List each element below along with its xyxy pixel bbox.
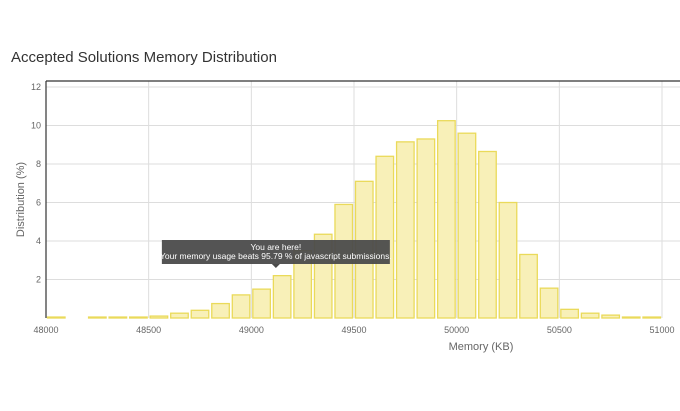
x-tick-label: 49000 (239, 325, 264, 335)
chart-title: Accepted Solutions Memory Distribution (11, 49, 277, 66)
histogram-bar (416, 138, 436, 319)
histogram-bar (519, 253, 538, 319)
histogram-bar (457, 132, 477, 319)
x-tick-label: 50500 (547, 325, 572, 335)
histogram-bar (170, 312, 189, 319)
histogram-bar (272, 274, 292, 319)
y-tick-label: 10 (31, 121, 41, 131)
histogram-bar (498, 201, 518, 319)
histogram-bar (601, 314, 621, 319)
histogram-bar (128, 316, 148, 319)
histogram-bar (478, 150, 497, 319)
y-tick-label: 2 (36, 275, 41, 285)
x-tick-label: 48500 (136, 325, 161, 335)
y-tick-label: 4 (36, 236, 41, 246)
x-tick-label: 51000 (649, 325, 674, 335)
histogram-bar (621, 316, 641, 319)
histogram-bar (46, 316, 66, 319)
histogram-bar (108, 316, 128, 319)
x-tick-label: 48000 (33, 325, 58, 335)
x-axis-label: Memory (KB) (449, 341, 514, 353)
histogram-bar (642, 316, 662, 319)
histogram-bar (149, 315, 169, 319)
tooltip-box (161, 240, 390, 264)
histogram-bar (395, 141, 415, 319)
histogram-bar (560, 308, 580, 319)
y-tick-label: 12 (31, 82, 41, 92)
tooltip-pointer (271, 264, 280, 268)
y-tick-label: 6 (36, 198, 41, 208)
x-tick-label: 50000 (444, 325, 469, 335)
tick-labels: 2 4 6 8 10 12 48000 48500 49000 49500 50000 50500 51… (31, 82, 675, 335)
x-tick-label: 49500 (341, 325, 366, 335)
tooltip-message: Your memory usage beats 95.79 % of javas… (160, 251, 392, 261)
histogram-bar (539, 287, 559, 319)
histogram-bar (580, 312, 600, 319)
histogram-bar (231, 294, 251, 319)
tooltip-title: You are here! (250, 242, 301, 252)
histogram-bar (190, 309, 210, 319)
histogram-bar (375, 155, 395, 319)
histogram-bar (211, 302, 230, 319)
histogram-bar (436, 120, 456, 319)
y-axis-label: Distribution (%) (15, 162, 27, 237)
you-are-here-tooltip: You are here! Your memory usage beats 95… (160, 240, 392, 268)
histogram-bar (87, 316, 107, 319)
y-tick-label: 8 (36, 159, 41, 169)
histogram-bar (252, 288, 272, 319)
bars (46, 120, 662, 319)
